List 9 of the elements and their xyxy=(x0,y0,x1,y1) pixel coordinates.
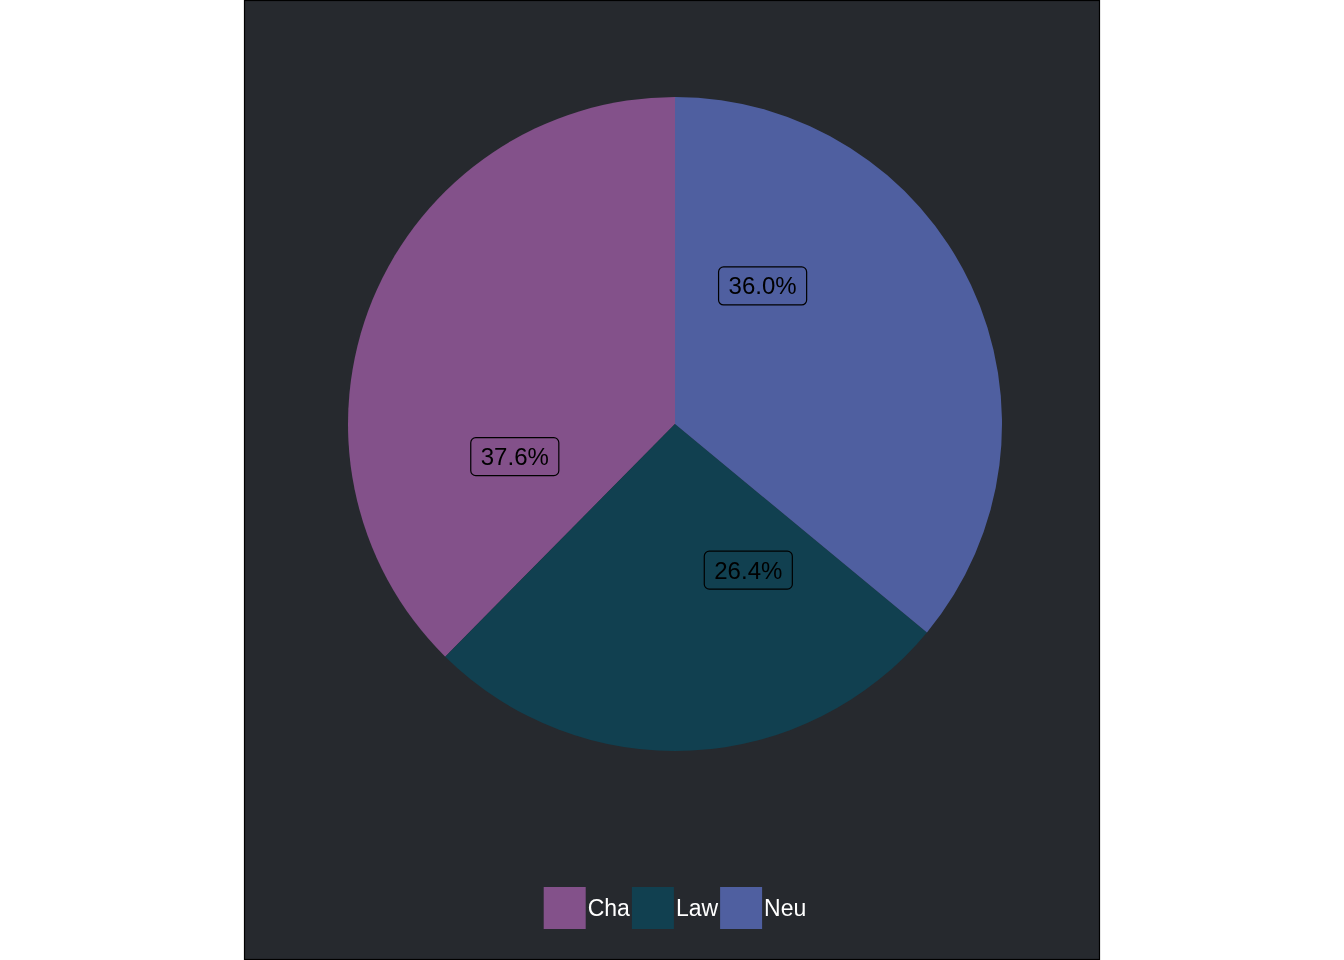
data-label: 26.4% xyxy=(714,556,783,584)
legend-label: Law xyxy=(675,895,719,921)
pie-slice xyxy=(445,424,927,751)
pie-slice xyxy=(675,97,1002,633)
legend-label: Neu xyxy=(764,895,807,921)
data-label: 36.0% xyxy=(728,272,797,300)
pie-slice xyxy=(348,97,675,657)
data-label: 37.6% xyxy=(480,443,549,471)
legend-label: Cha xyxy=(587,895,631,921)
